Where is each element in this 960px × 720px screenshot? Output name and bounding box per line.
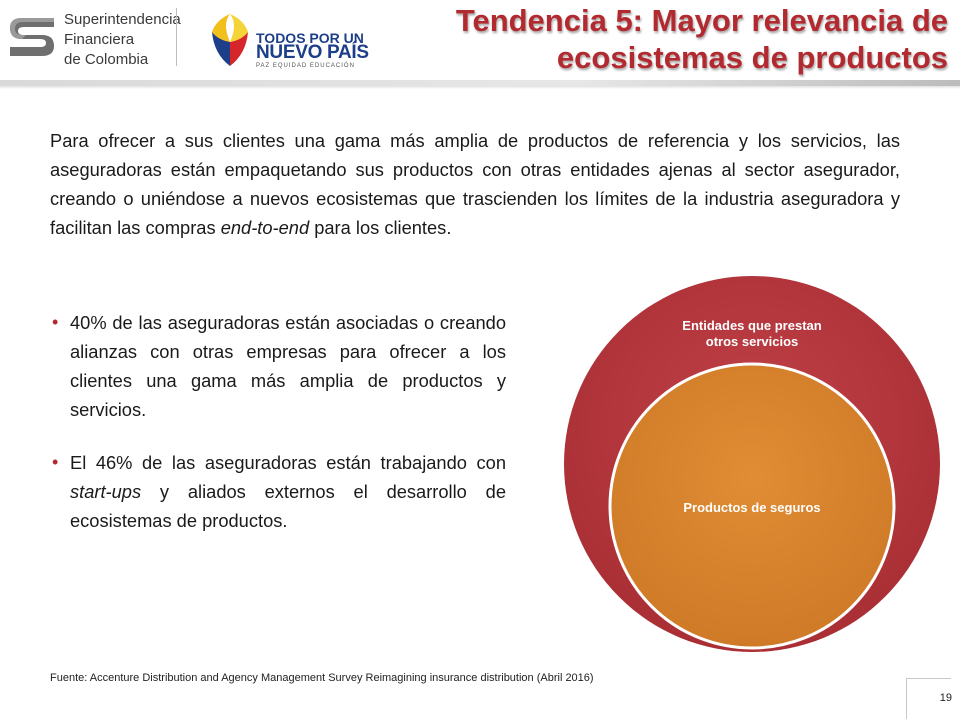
- bullet-emphasis: start-ups: [70, 481, 142, 502]
- sfc-logo-line: Superintendencia: [64, 11, 181, 28]
- outer-circle-label: Entidades que prestan: [682, 318, 821, 333]
- sfc-logo: Superintendencia Financiera de Colombia: [6, 10, 181, 68]
- bullet-list: • 40% de las aseguradoras están asociadas…: [52, 308, 506, 559]
- gov-logo-line3: PAZ EQUIDAD EDUCACIÓN: [256, 63, 355, 69]
- slide-title-line: Tendencia 5: Mayor relevancia de: [455, 3, 948, 38]
- logo-divider: [176, 8, 177, 66]
- header-rule-shadow: [0, 86, 960, 89]
- intro-emphasis: end-to-end: [220, 217, 310, 238]
- sfc-s-emblem-icon: [10, 18, 54, 56]
- bullet-text: El 46% de las aseguradoras están trabaja…: [70, 452, 506, 473]
- slide-title: Tendencia 5: Mayor relevancia de ecosist…: [456, 2, 948, 76]
- intro-text-end: para los clientes.: [309, 217, 452, 238]
- page-number-box: [906, 678, 951, 719]
- bullet-text-end: y aliados externos el desarrollo de ecos…: [70, 481, 506, 531]
- bullet-text: 40% de las aseguradoras están asociadas …: [70, 312, 506, 420]
- gov-logo-line2: NUEVO PAÍS: [256, 42, 369, 63]
- sfc-logo-line: de Colombia: [64, 51, 149, 68]
- intro-text: Para ofrecer a sus clientes una gama más…: [50, 130, 900, 238]
- inner-circle: [608, 362, 896, 650]
- gov-logo: TODOS POR UN NUEVO PAÍS PAZ EQUIDAD EDUC…: [206, 8, 369, 69]
- bullet-dot-icon: •: [52, 452, 59, 472]
- header-rule: [0, 80, 960, 86]
- gov-logo-line1: TODOS POR UN: [256, 30, 364, 46]
- inner-circle-label: Productos de seguros: [683, 500, 820, 515]
- intro-paragraph: Para ofrecer a sus clientes una gama más…: [50, 126, 900, 242]
- colombia-flag-wings-icon: [212, 14, 248, 66]
- source-note: Fuente: Accenture Distribution and Agenc…: [50, 672, 594, 684]
- bullet-item: • 40% de las aseguradoras están asociadas…: [52, 308, 506, 424]
- slide-title-line: ecosistemas de productos: [556, 40, 948, 75]
- ecosystem-diagram: Entidades que prestan otros servicios Pr…: [560, 272, 944, 656]
- bullet-dot-icon: •: [52, 312, 59, 332]
- outer-circle-label: otros servicios: [706, 334, 799, 349]
- sfc-logo-line: Financiera: [64, 31, 135, 48]
- bullet-item: • El 46% de las aseguradoras están trabaj…: [52, 448, 506, 535]
- page-number: 19: [939, 692, 952, 704]
